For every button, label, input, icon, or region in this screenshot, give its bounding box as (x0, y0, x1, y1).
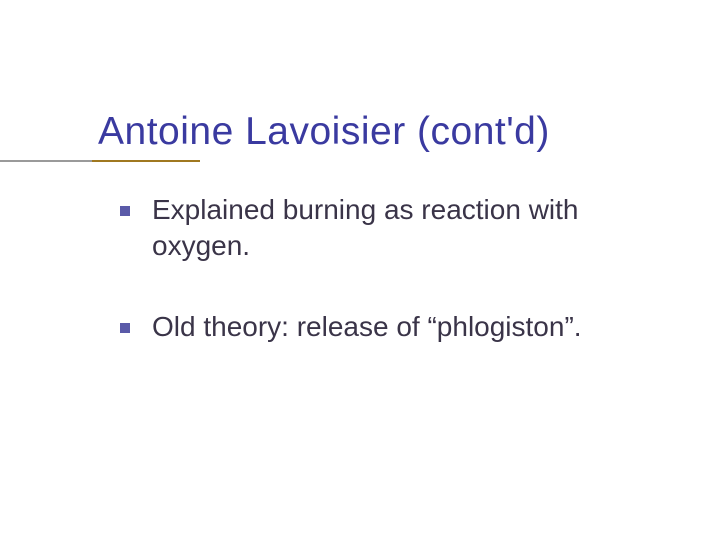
list-item: Explained burning as reaction with oxyge… (120, 192, 670, 265)
slide-title: Antoine Lavoisier (cont'd) (98, 110, 550, 154)
bullet-text: Explained burning as reaction with oxyge… (152, 192, 670, 265)
bullet-text: Old theory: release of “phlogiston”. (152, 309, 582, 345)
slide: Antoine Lavoisier (cont'd) Explained bur… (0, 0, 720, 540)
underline-grey-segment (0, 160, 92, 162)
square-bullet-icon (120, 206, 130, 216)
square-bullet-icon (120, 323, 130, 333)
title-container: Antoine Lavoisier (cont'd) (98, 110, 550, 154)
bullet-list: Explained burning as reaction with oxyge… (120, 192, 670, 389)
underline-accent-segment (92, 160, 200, 162)
list-item: Old theory: release of “phlogiston”. (120, 309, 670, 345)
title-underline (0, 160, 720, 162)
